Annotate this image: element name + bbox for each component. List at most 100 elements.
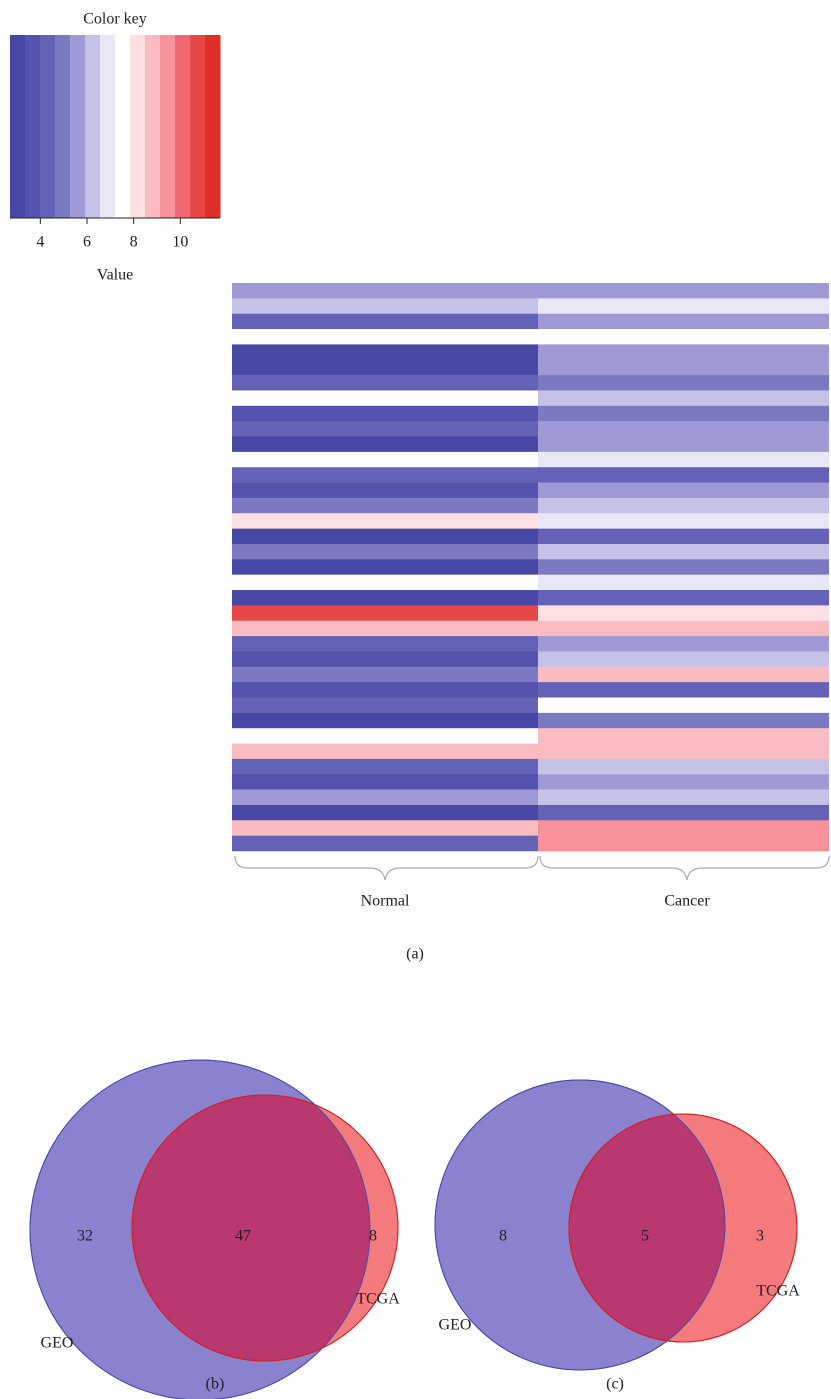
- heatmap-cell: [232, 820, 538, 836]
- color-key-band: [115, 35, 131, 218]
- color-key-band: [70, 35, 86, 218]
- heatmap-cell: [538, 421, 829, 437]
- venn: 8 5 3 GEO TCGA (c): [434, 1079, 800, 1393]
- heatmap-cell: [538, 712, 829, 729]
- heatmap-cell: [232, 283, 538, 299]
- set-outline: [131, 1094, 399, 1362]
- heatmap-cell: [538, 758, 829, 775]
- heatmap-cell: [232, 559, 538, 575]
- color-key-band: [40, 35, 56, 218]
- x-axis-label: Value: [97, 267, 133, 284]
- x-tick-label: 8: [130, 234, 138, 251]
- heatmap-cell: [232, 497, 538, 514]
- heatmap-cell: [232, 620, 538, 637]
- heatmap-cell: [232, 758, 538, 775]
- heatmap-cell: [232, 835, 538, 852]
- heatmap-cell: [232, 789, 538, 806]
- heatmap-cell: [232, 313, 538, 330]
- heatmap-cell: [232, 574, 538, 591]
- color-key-band: [205, 35, 221, 218]
- region-count: 47: [235, 1228, 251, 1245]
- heatmap-cell: [538, 620, 829, 637]
- heatmap-cell: [232, 390, 538, 407]
- heatmap-cell: [232, 743, 538, 760]
- heatmap-cell: [232, 804, 538, 821]
- region-count: 3: [756, 1228, 764, 1245]
- heatmap-cell: [538, 513, 829, 529]
- heatmap-cell: [538, 636, 829, 652]
- heatmap-cell: [538, 283, 829, 299]
- x-tick-label: 10: [172, 234, 188, 251]
- heatmap-cell: [538, 590, 829, 606]
- group-label: Normal: [361, 893, 410, 910]
- heatmap-cell: [538, 390, 829, 407]
- heatmap-cell: [232, 528, 538, 545]
- brace: [539, 855, 830, 881]
- heatmap-cell: [538, 528, 829, 545]
- heatmap-cell: [232, 329, 538, 345]
- heatmap-cell: [538, 298, 829, 315]
- heatmap-cell: [232, 436, 538, 453]
- heatmap-cell: [232, 697, 538, 714]
- heatmap-cell: [538, 743, 829, 760]
- heatmap-cell: [232, 651, 538, 668]
- color-key-band: [190, 35, 206, 218]
- region-count: 5: [641, 1228, 649, 1245]
- color-key-band: [85, 35, 101, 218]
- set-label: TCGA: [756, 1283, 800, 1300]
- heatmap-cell: [232, 543, 538, 560]
- region-count: 32: [77, 1228, 93, 1245]
- region-count: 8: [499, 1228, 507, 1245]
- heatmap-cell: [232, 605, 538, 622]
- heatmap-cell: [232, 421, 538, 437]
- heatmap-cell: [538, 467, 829, 483]
- heatmap-cell: [232, 682, 538, 698]
- color-key-band: [145, 35, 161, 218]
- heatmap-cell: [538, 666, 829, 683]
- heatmap-cell: [538, 436, 829, 453]
- color-key-band: [175, 35, 191, 218]
- set-outline: [29, 1059, 371, 1399]
- heatmap-cell: [232, 451, 538, 468]
- x-tick-label: 4: [36, 234, 44, 251]
- heatmap-cell: [538, 682, 829, 698]
- heatmap-cell: [232, 344, 538, 361]
- heatmap-cell: [232, 359, 538, 376]
- color-key-title: Color key: [83, 11, 147, 28]
- brace: [234, 855, 539, 881]
- group-label: Cancer: [664, 893, 710, 910]
- heatmap-cell: [232, 728, 538, 744]
- heatmap-cell: [232, 375, 538, 391]
- heatmap-cell: [538, 344, 829, 361]
- group-braces: [234, 855, 830, 881]
- caption: (a): [406, 946, 424, 963]
- color-key-band: [100, 35, 116, 218]
- caption: (b): [206, 1376, 225, 1393]
- heatmap-cell: [538, 728, 829, 744]
- heatmap-cell: [538, 329, 829, 345]
- color-key-band: [130, 35, 146, 218]
- heatmap-cell: [232, 774, 538, 790]
- heatmap-cell: [232, 513, 538, 529]
- heatmap-cell: [538, 405, 829, 422]
- set-outline: [434, 1079, 726, 1371]
- heatmap-cell: [538, 774, 829, 790]
- heatmap-cell: [232, 636, 538, 652]
- heatmap-cell: [538, 789, 829, 806]
- heatmap-cell: [538, 651, 829, 668]
- heatmap-cell: [538, 574, 829, 591]
- heatmap-cell: [232, 712, 538, 729]
- heatmap-cell: [232, 590, 538, 606]
- x-tick-label: 6: [83, 234, 91, 251]
- heatmap-cell: [538, 497, 829, 514]
- set-label: GEO: [41, 1335, 74, 1352]
- heatmap-cell: [232, 405, 538, 422]
- color-key-band: [55, 35, 71, 218]
- heatmap-cell: [538, 697, 829, 714]
- heatmap-cell: [232, 482, 538, 499]
- caption: (c): [606, 1376, 624, 1393]
- heatmap-cell: [538, 313, 829, 330]
- heatmap-cell: [538, 375, 829, 391]
